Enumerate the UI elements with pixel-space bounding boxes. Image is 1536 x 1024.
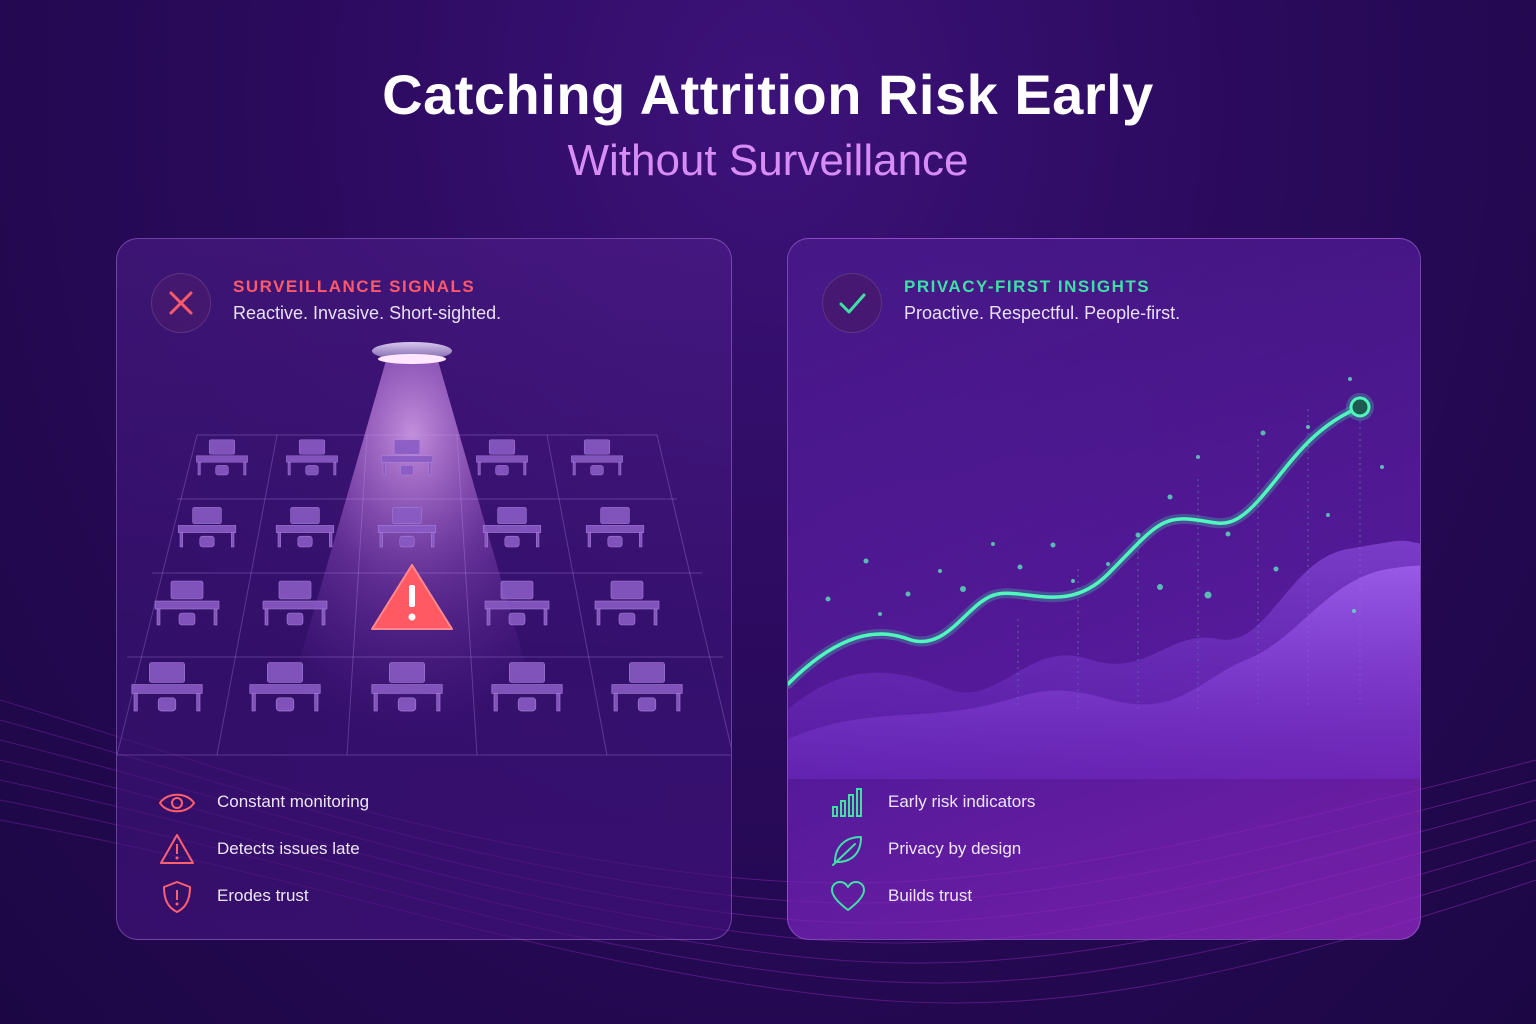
privacy-panel: PRIVACY-FIRST INSIGHTS Proactive. Respec… (787, 238, 1421, 940)
surveillance-panel: SURVEILLANCE SIGNALS Reactive. Invasive.… (116, 238, 732, 940)
panel-subheading: Proactive. Respectful. People-first. (904, 303, 1181, 323)
desk (585, 507, 645, 548)
desk (196, 439, 248, 476)
desk (377, 507, 437, 548)
x-icon (151, 273, 211, 333)
panel-heading: SURVEILLANCE SIGNALS (233, 277, 476, 296)
feature-label: Constant monitoring (217, 792, 370, 811)
desk (484, 580, 550, 626)
heart-icon (828, 879, 868, 915)
feature-item: Early risk indicators (828, 785, 1228, 821)
shield-alert-icon (157, 879, 197, 915)
bar-chart-icon (828, 785, 868, 821)
desk (371, 662, 443, 712)
desk (571, 439, 623, 476)
desk (154, 580, 220, 626)
warning-icon (371, 564, 453, 630)
desk (177, 507, 237, 548)
desk (594, 580, 660, 626)
leaf-icon (828, 832, 868, 868)
desk (249, 662, 321, 712)
feature-item: Privacy by design (828, 832, 1228, 868)
feature-label: Early risk indicators (888, 792, 1036, 811)
desk (381, 439, 433, 476)
feature-item: Detects issues late (157, 832, 557, 868)
desk (286, 439, 338, 476)
desk (275, 507, 335, 548)
desk (491, 662, 563, 712)
feature-item: Builds trust (828, 879, 1228, 915)
trend-chart-illustration (788, 377, 1420, 779)
feature-label: Privacy by design (888, 839, 1022, 858)
warning-icon (157, 832, 197, 868)
panel-heading: PRIVACY-FIRST INSIGHTS (904, 277, 1151, 296)
eye-icon (157, 785, 197, 821)
desk (476, 439, 528, 476)
page-title: Catching Attrition Risk Early (382, 63, 1154, 126)
check-icon (822, 273, 882, 333)
spotlight-office-illustration (117, 342, 731, 756)
feature-label: Erodes trust (217, 886, 309, 905)
panel-subheading: Reactive. Invasive. Short-sighted. (233, 303, 502, 323)
feature-label: Builds trust (888, 886, 973, 905)
desk (262, 580, 328, 626)
feature-item: Constant monitoring (157, 785, 557, 821)
desk (611, 662, 683, 712)
feature-label: Detects issues late (217, 839, 360, 858)
feature-item: Erodes trust (157, 879, 557, 915)
desk (482, 507, 542, 548)
page-subtitle: Without Surveillance (567, 136, 969, 185)
desk (131, 662, 203, 712)
